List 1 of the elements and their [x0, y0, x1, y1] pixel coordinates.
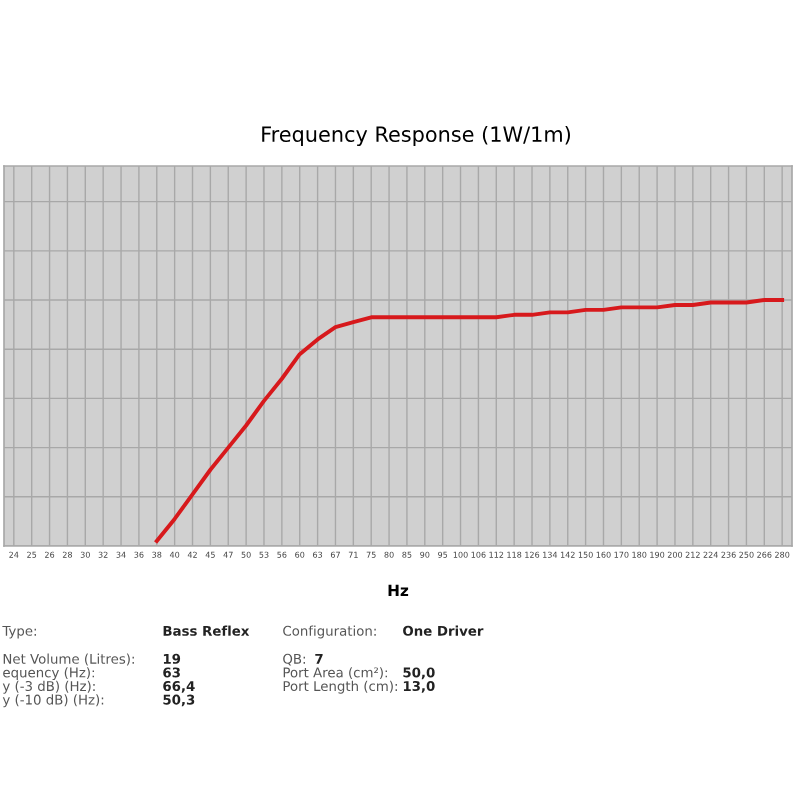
chart-title: Frequency Response (1W/1m) — [262, 125, 571, 147]
